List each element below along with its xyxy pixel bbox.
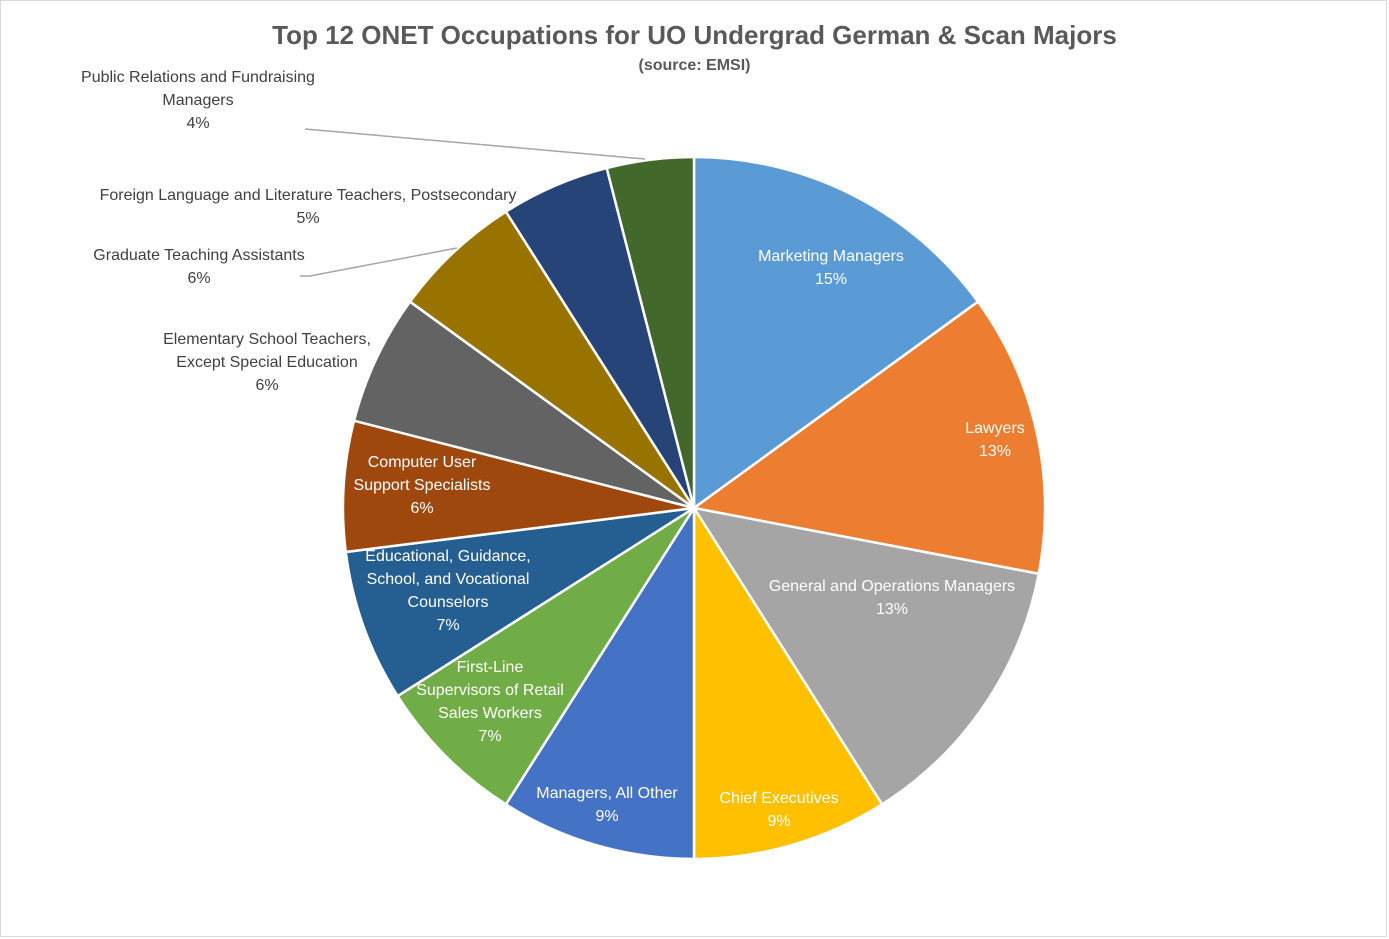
pie-slice-9: [352, 300, 696, 510]
slice-label-5: Managers, All Other 9%: [536, 785, 678, 825]
slice-label-11: Foreign Language and Literature Teachers…: [100, 187, 517, 227]
slice-label-8: Computer User Support Specialists 6%: [354, 454, 491, 517]
slice-label-9: Elementary School Teachers, Except Specia…: [163, 331, 371, 394]
pie-slices: [341, 155, 1047, 861]
pie-slice-1: [692, 155, 980, 510]
pie-slice-3: [692, 506, 1041, 806]
pie-slice-7: [344, 506, 696, 698]
leader-line-10: [300, 247, 458, 277]
slice-label-1: Marketing Managers 15%: [758, 248, 904, 288]
chart-title: Top 12 ONET Occupations for UO Undergrad…: [272, 20, 1117, 50]
slice-label-4: Chief Executives 9%: [719, 790, 838, 830]
slice-label-10: Graduate Teaching Assistants 6%: [93, 247, 304, 287]
pie-slice-10: [408, 210, 696, 510]
pie-slice-5: [504, 506, 696, 861]
pie-slice-6: [396, 506, 696, 806]
slice-label-7: Educational, Guidance, School, and Vocati…: [365, 548, 530, 634]
pie-slice-12: [605, 155, 696, 510]
leader-line-12: [304, 128, 646, 160]
slice-label-12: Public Relations and Fundraising Managers…: [81, 69, 315, 132]
pie-slice-2: [692, 300, 1047, 576]
pie-slice-4: [692, 506, 884, 861]
slice-label-3: General and Operations Managers 13%: [769, 578, 1015, 618]
slice-label-6: First-Line Supervisors of Retail Sales Wor…: [416, 659, 564, 745]
slice-labels: Marketing Managers 15% Lawyers 13% General a…: [81, 69, 1025, 830]
chart-subtitle: (source: EMSI): [638, 57, 751, 74]
slice-label-2: Lawyers 13%: [965, 420, 1025, 460]
pie-slice-8: [341, 419, 696, 554]
leader-lines: [300, 128, 646, 277]
